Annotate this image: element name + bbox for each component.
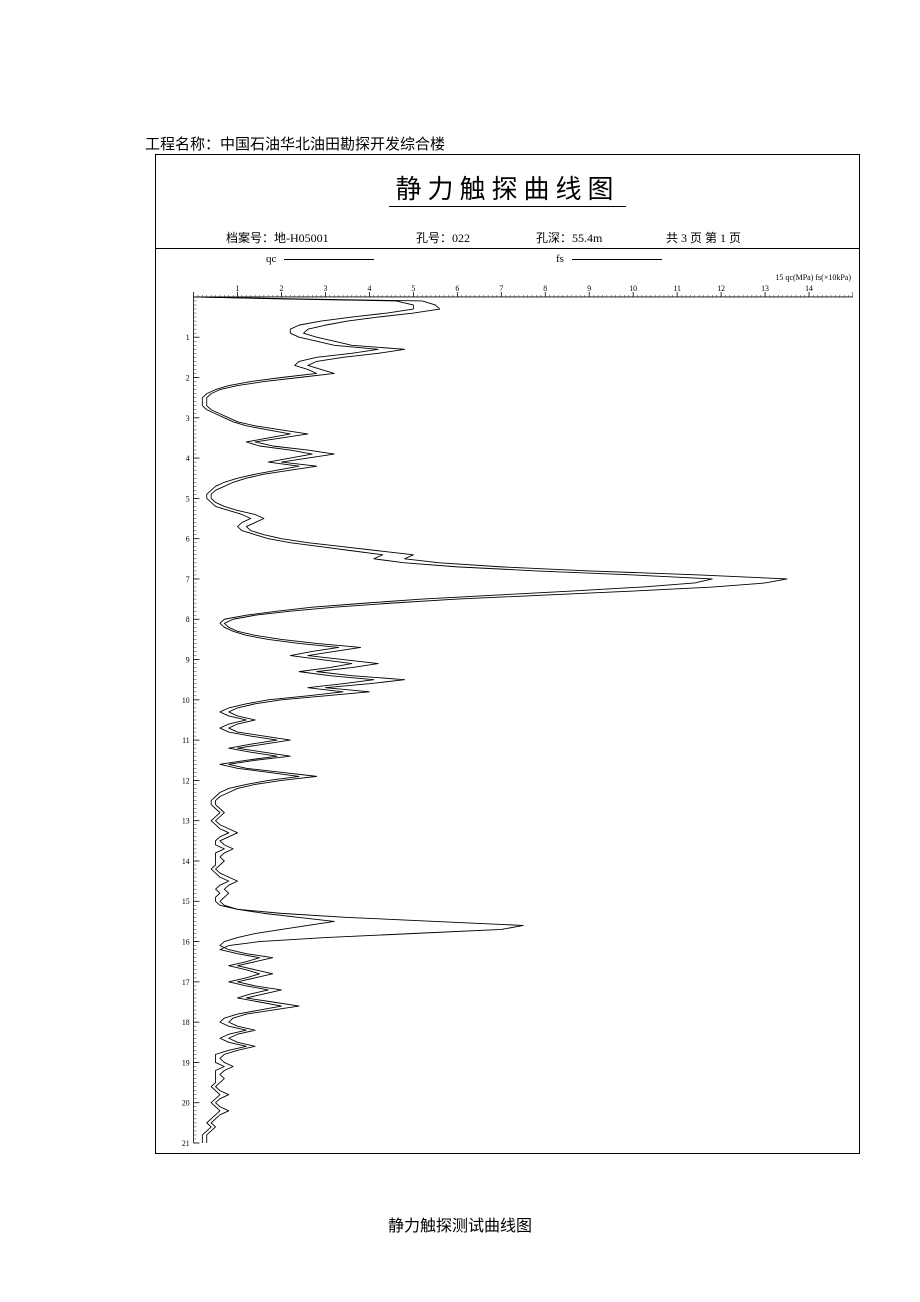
svg-text:21: 21 <box>182 1139 190 1147</box>
legend-row: qc fs <box>156 249 859 271</box>
svg-text:14: 14 <box>182 857 190 866</box>
svg-text:8: 8 <box>186 615 190 624</box>
svg-text:13: 13 <box>182 817 190 826</box>
svg-text:12: 12 <box>717 284 725 293</box>
archive-label: 档案号： <box>226 231 274 245</box>
page-info: 共 3 页 第 1 页 <box>666 229 741 246</box>
page: 工程名称：中国石油华北油田勘探开发综合楼 静力触探曲线图 档案号：地-H0500… <box>0 0 920 1302</box>
svg-text:9: 9 <box>186 655 190 664</box>
svg-text:19: 19 <box>182 1058 190 1067</box>
svg-text:14: 14 <box>805 284 813 293</box>
svg-text:20: 20 <box>182 1099 190 1108</box>
svg-text:12: 12 <box>182 776 190 785</box>
chart-title: 静力触探曲线图 <box>156 169 859 212</box>
plot-svg: 1234567891011121314123456789101112131415… <box>176 281 853 1147</box>
caption: 静力触探测试曲线图 <box>0 1212 920 1236</box>
svg-text:2: 2 <box>186 373 190 382</box>
svg-text:4: 4 <box>186 454 190 463</box>
svg-text:10: 10 <box>182 696 190 705</box>
legend-qc-line <box>284 259 374 260</box>
svg-text:7: 7 <box>186 575 190 584</box>
svg-text:9: 9 <box>587 284 591 293</box>
hole-value: 022 <box>452 231 470 245</box>
svg-text:18: 18 <box>182 1018 190 1027</box>
svg-text:15: 15 <box>182 897 190 906</box>
depth-label: 孔深： <box>536 231 572 245</box>
hole-label: 孔号： <box>416 231 452 245</box>
legend-fs-line <box>572 259 662 260</box>
svg-text:17: 17 <box>182 978 190 987</box>
svg-text:1: 1 <box>236 284 240 293</box>
svg-text:7: 7 <box>499 284 503 293</box>
chart-frame: 静力触探曲线图 档案号：地-H05001 孔号：022 孔深：55.4m 共 3… <box>155 154 860 1154</box>
svg-text:5: 5 <box>411 284 415 293</box>
svg-text:6: 6 <box>455 284 459 293</box>
svg-text:6: 6 <box>186 535 190 544</box>
plot-area: 1234567891011121314123456789101112131415… <box>176 281 853 1147</box>
svg-text:11: 11 <box>182 736 190 745</box>
svg-text:13: 13 <box>761 284 769 293</box>
svg-text:3: 3 <box>186 414 190 423</box>
meta-row: 档案号：地-H05001 孔号：022 孔深：55.4m 共 3 页 第 1 页 <box>156 224 859 249</box>
svg-text:4: 4 <box>367 284 371 293</box>
svg-text:3: 3 <box>323 284 327 293</box>
svg-text:10: 10 <box>629 284 637 293</box>
svg-text:16: 16 <box>182 937 190 946</box>
archive-value: 地-H05001 <box>274 231 329 245</box>
legend-fs-label: fs <box>556 253 564 265</box>
depth-value: 55.4m <box>572 231 602 245</box>
project-label: 工程名称：中国石油华北油田勘探开发综合楼 <box>145 133 445 154</box>
svg-text:1: 1 <box>186 333 190 342</box>
svg-text:11: 11 <box>673 284 681 293</box>
svg-text:8: 8 <box>543 284 547 293</box>
svg-text:5: 5 <box>186 494 190 503</box>
legend-qc-label: qc <box>266 253 276 265</box>
svg-text:2: 2 <box>280 284 284 293</box>
